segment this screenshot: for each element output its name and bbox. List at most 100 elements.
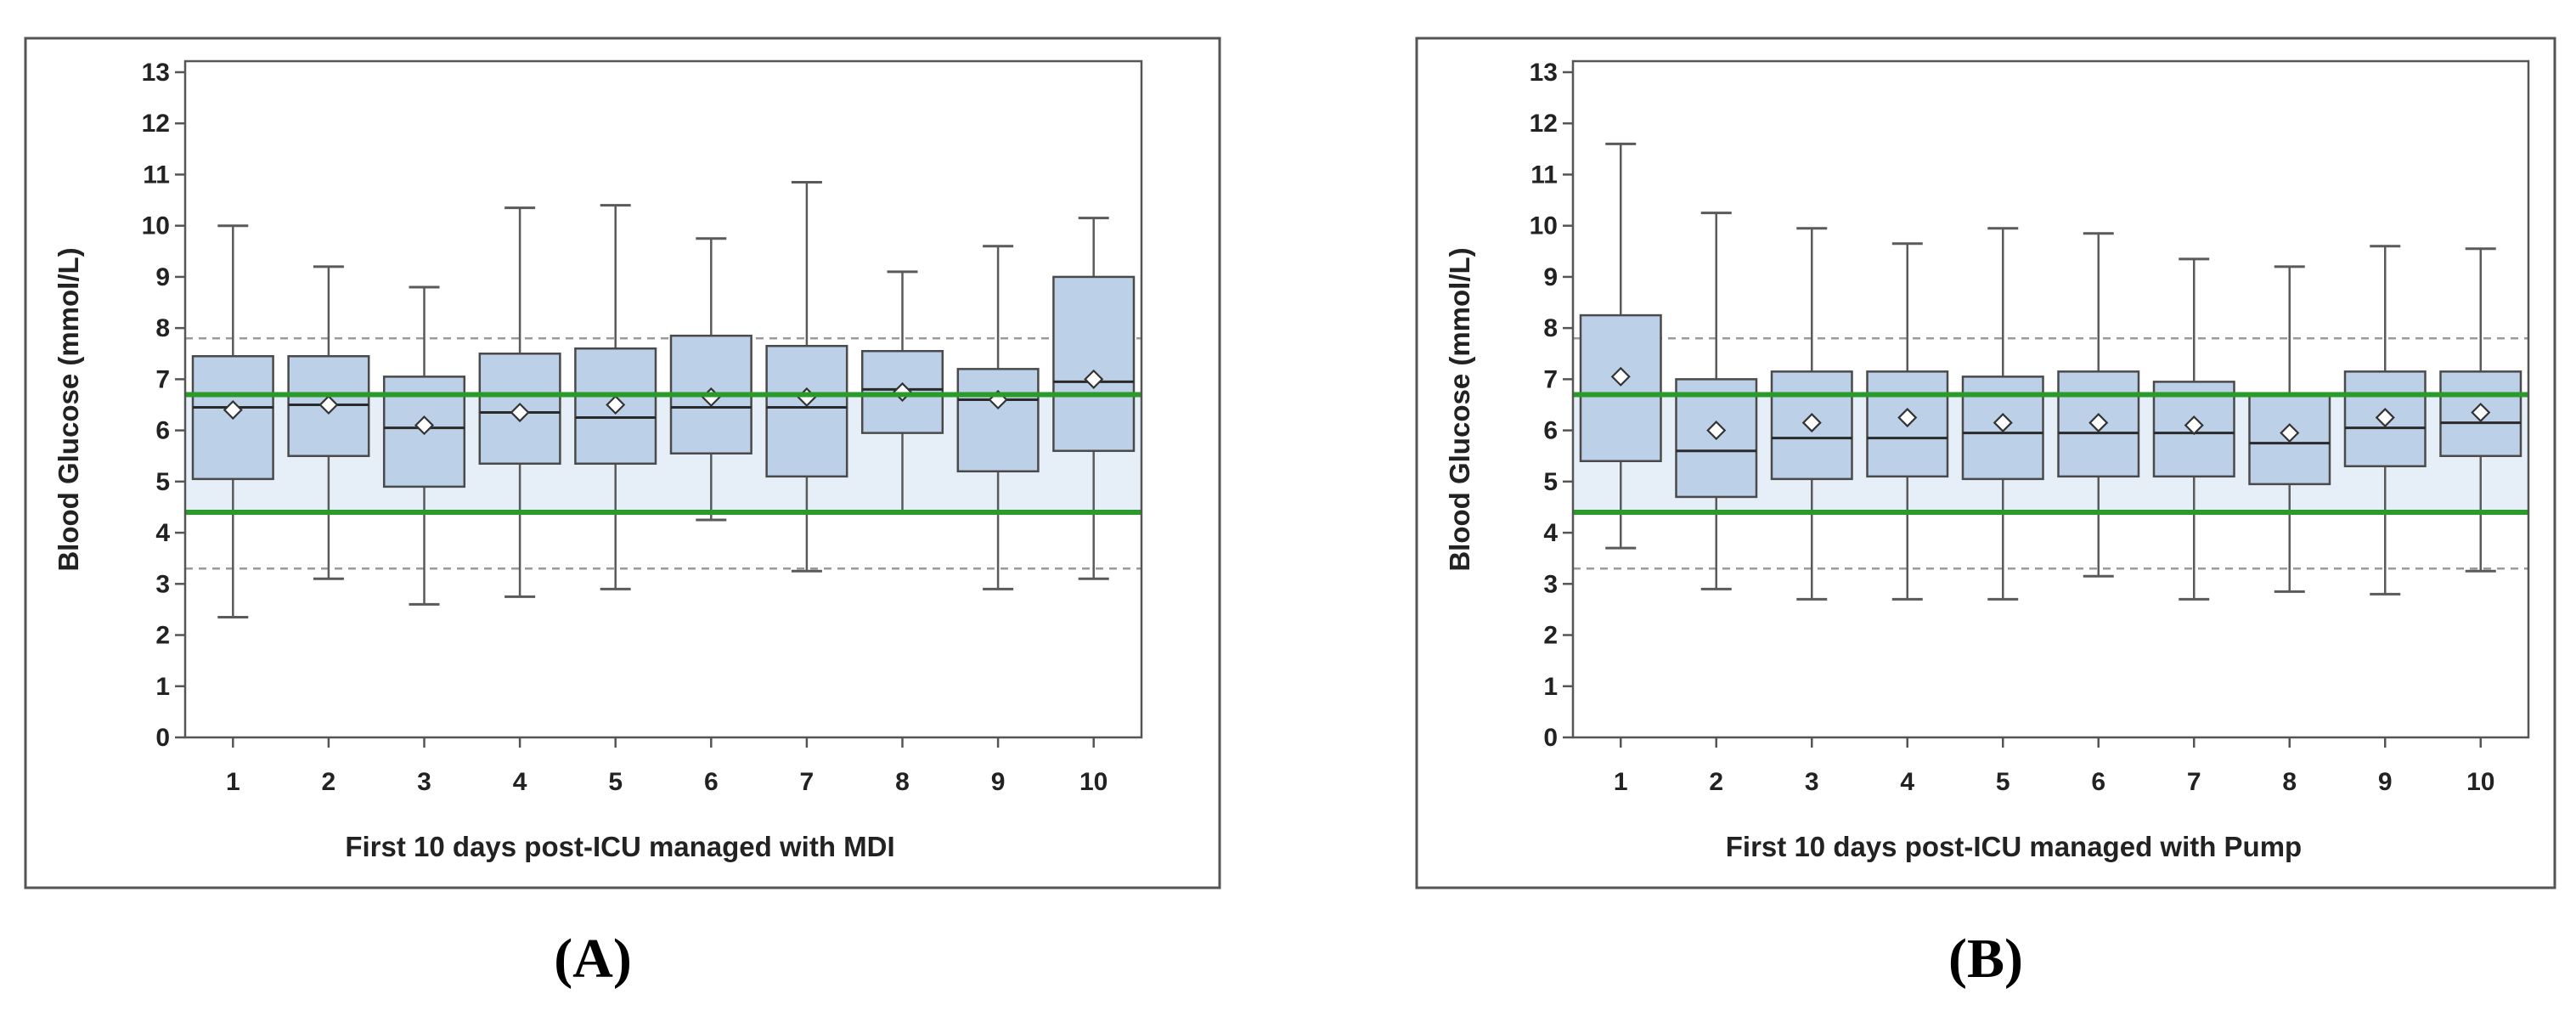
panel-b-y-tick-label: 2: [1543, 622, 1558, 650]
panel-a-mean-marker: [223, 399, 243, 421]
panel-a-y-tick-label: 1: [155, 673, 170, 701]
panel-b-box-day-1: [1579, 142, 1662, 550]
panel-a-y-tick-label: 10: [142, 212, 170, 240]
panel-b-x-tick-label: 2: [1709, 768, 1723, 796]
panel-b-box-day-7: [2152, 257, 2235, 601]
panel-b-iqr-box: [1675, 378, 1758, 499]
panel-b-mean-marker: [1897, 408, 1918, 428]
panel-a-iqr-box: [287, 355, 370, 457]
panel-a-y-tick-label: 2: [155, 622, 170, 650]
panel-a-box-day-5: [574, 204, 657, 590]
panel-a-y-tick-label: 3: [155, 570, 170, 598]
panel-a-box-day-8: [860, 270, 944, 514]
panel-b-y-tick-label: 0: [1543, 724, 1558, 752]
panel-b-y-axis-title: Blood Glucose (mmol/L): [1444, 247, 1475, 571]
panel-b-y-tick-label: 6: [1543, 417, 1558, 445]
panel-b-x-tick-label: 10: [2466, 768, 2494, 796]
panel-a-x-tick-label: 10: [1079, 768, 1108, 796]
panel-a-box-day-2: [287, 265, 370, 580]
panel-b-y-tick-label: 3: [1543, 570, 1558, 598]
panel-b-x-tick-label: 5: [1996, 768, 2010, 796]
panel-a-y-axis-title: Blood Glucose (mmol/L): [53, 247, 84, 571]
panel-a-iqr-box: [1052, 275, 1136, 452]
panel-b-box-day-9: [2343, 245, 2427, 596]
panel-a-y-tick-label: 13: [142, 59, 170, 87]
panel-a-box-day-7: [765, 180, 848, 573]
panel-b-outer-frame: [1415, 37, 2556, 889]
panel-a-mean-marker: [606, 394, 626, 415]
panel-a-y-tick-label: 11: [143, 161, 170, 189]
panel-a-box-day-4: [478, 206, 561, 598]
panel-b-mean-marker: [2184, 415, 2204, 436]
panel-a-x-tick-label: 8: [895, 768, 910, 796]
panel-b-x-tick-label: 8: [2282, 768, 2297, 796]
panel-a-label: (A): [554, 928, 632, 990]
panel-b-mean-marker: [2280, 423, 2300, 443]
panel-a-y-tick-label: 5: [155, 468, 170, 496]
panel-b-y-tick-label: 8: [1543, 314, 1558, 342]
panel-a-y-tick-label: 9: [155, 263, 170, 291]
panel-b-label: (B): [1948, 928, 2023, 990]
panel-a-mean-marker: [318, 394, 339, 415]
panel-a-x-tick-label: 5: [608, 768, 623, 796]
panel-b-x-tick-label: 1: [1614, 768, 1628, 796]
panel-b-x-tick-label: 7: [2187, 768, 2201, 796]
panel-b-plot-frame: [1571, 59, 2530, 739]
panel-b-mean-marker: [1706, 421, 1727, 441]
panel-b-y-tick-label: 11: [1530, 161, 1558, 189]
panel-a-x-tick-label: 4: [513, 768, 527, 796]
panel-b-y-tick-label: 1: [1543, 673, 1558, 701]
panel-a-iqr-box: [191, 355, 274, 481]
panel-b-mean-marker: [1610, 366, 1631, 387]
panel-b-y-tick-label: 5: [1543, 468, 1558, 496]
panel-a-mean-marker: [1084, 369, 1104, 389]
panel-b-y-tick-label: 4: [1543, 519, 1558, 547]
panel-b-mean-marker: [2088, 413, 2109, 433]
panel-a-box-day-10: [1052, 217, 1136, 580]
panel-a-plot-frame: [183, 59, 1143, 739]
panel-b-mean-marker: [1801, 413, 1822, 433]
panel-b-box-day-6: [2057, 232, 2140, 578]
panel-b-box-day-10: [2439, 247, 2522, 573]
panel-a-x-tick-label: 1: [226, 768, 240, 796]
panel-b-box-day-3: [1770, 227, 1853, 601]
panel-a-outer-frame: [24, 37, 1221, 889]
panel-a-x-tick-label: 9: [991, 768, 1006, 796]
panel-a-mean-marker: [510, 402, 530, 423]
panel-b-x-axis-title: First 10 days post-ICU managed with Pump: [1726, 831, 2302, 862]
panel-a-y-tick-label: 0: [155, 724, 170, 752]
panel-a-x-tick-label: 6: [704, 768, 719, 796]
panel-b-box-day-8: [2248, 265, 2331, 593]
panel-b-y-tick-label: 7: [1543, 365, 1558, 393]
panel-b-x-tick-label: 9: [2378, 768, 2393, 796]
panel-a-iqr-box: [765, 344, 848, 478]
panel-a-y-tick-label: 6: [155, 417, 170, 445]
panel-b-x-tick-label: 3: [1805, 768, 1819, 796]
panel-a-y-tick-label: 12: [142, 110, 170, 138]
panel-a-iqr-box: [956, 368, 1040, 473]
panel-a-x-tick-label: 3: [417, 768, 431, 796]
panel-a-y-tick-label: 8: [155, 314, 170, 342]
panel-b-box-day-5: [1961, 227, 2044, 601]
panel-b-y-tick-label: 9: [1543, 263, 1558, 291]
panel-b-mean-marker: [2471, 402, 2491, 423]
panel-b-x-tick-label: 6: [2091, 768, 2105, 796]
panel-a-x-tick-label: 7: [800, 768, 815, 796]
panel-a-mean-marker: [414, 415, 435, 436]
panel-a-box-day-1: [191, 224, 274, 618]
panel-b-iqr-box: [1579, 313, 1662, 463]
panel-a-y-tick-label: 4: [155, 519, 170, 547]
panel-b-x-tick-label: 4: [1900, 768, 1914, 796]
panel-a-x-axis-title: First 10 days post-ICU managed with MDI: [345, 831, 894, 862]
panel-b-box-day-2: [1675, 212, 1758, 590]
panel-b-box-day-4: [1866, 242, 1949, 601]
panel-a-x-tick-label: 2: [322, 768, 336, 796]
panel-b-y-tick-label: 12: [1530, 110, 1558, 138]
panel-b-mean-marker: [2375, 408, 2395, 428]
panel-b-mean-marker: [1993, 413, 2013, 433]
panel-b-y-tick-label: 13: [1530, 59, 1558, 87]
